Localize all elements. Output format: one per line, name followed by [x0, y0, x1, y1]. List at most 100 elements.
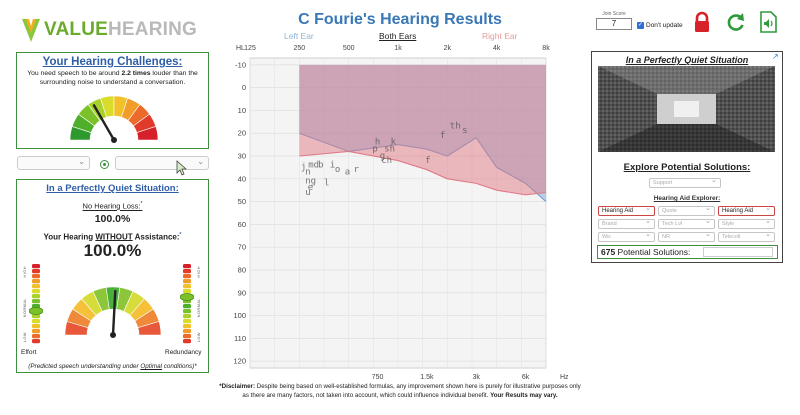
solutions-panel: In a Perfectly Quiet Situation Explore P… [591, 51, 783, 263]
chart-hz-label: Hz [560, 374, 569, 381]
hearing-aid-select-2[interactable]: Hearing Aid [718, 205, 775, 216]
redundancy-scale-segment [183, 284, 191, 289]
chart-y-tick-label: 60 [238, 220, 246, 229]
challenge-gauge [69, 96, 159, 143]
solutions-count-label: Potential Solutions: [615, 247, 691, 257]
tech-level-select[interactable]: Tech Lvl [658, 218, 715, 229]
challenges-title: Your Hearing Challenges: [42, 56, 183, 68]
without-assistance-label: Your Hearing WITHOUT Assistance:* [43, 231, 182, 242]
quiet-title: In a Perfectly Quiet Situation: [46, 183, 179, 194]
chart-speech-sound: k [391, 138, 397, 148]
redundancy-scale-segment [183, 314, 191, 319]
tab-left-ear[interactable]: Left Ear [284, 31, 314, 41]
situation-radio[interactable] [100, 160, 109, 169]
chart-y-tick-label: 10 [238, 106, 246, 115]
chart-hl-label: HL [236, 45, 245, 52]
ear-tabs: Left Ear Both Ears Right Ear [240, 31, 570, 43]
effort-scale-segment [32, 274, 40, 279]
potential-solutions: 675 Potential Solutions: [597, 245, 778, 259]
chart-y-tick-label: 20 [238, 129, 246, 138]
dont-update-checkbox[interactable]: ✓ Don't update [637, 22, 683, 29]
redundancy-scale-segment [183, 329, 191, 334]
redundancy-label: Redundancy [165, 349, 202, 356]
join-score-input[interactable]: 7 [596, 18, 632, 30]
chart-speech-sound: g [380, 151, 385, 161]
chart-speech-sound: ch [381, 156, 392, 166]
effort-scale-high: HIGH [23, 266, 27, 278]
understanding-gauge [64, 286, 162, 338]
effort-scale-normal: NORMAL [23, 298, 27, 318]
chart-speech-sound: m [308, 160, 313, 170]
logo-text-value: VALUE [44, 19, 108, 40]
chart-series-line [299, 150, 547, 196]
chart-speech-sound: a [345, 167, 350, 177]
effort-scale-segment [32, 329, 40, 334]
chart-top-tick-label: 1k [394, 45, 402, 52]
effort-label: Effort [21, 349, 37, 356]
effort-scale-segment [32, 264, 40, 269]
solutions-count: 675 [601, 247, 616, 257]
effort-scale-segment [32, 279, 40, 284]
chart-top-tick-label: 500 [343, 45, 355, 52]
redundancy-scale-segment [183, 304, 191, 309]
chart-speech-sound: s [462, 126, 467, 136]
audio-file-icon[interactable] [758, 11, 778, 33]
chart-speech-sound: r [354, 165, 360, 175]
effort-scale-segment [32, 324, 40, 329]
chart-speech-sound: j [301, 163, 306, 173]
chart-y-tick-label: 30 [238, 152, 246, 161]
redundancy-scale-segment [183, 279, 191, 284]
external-link-icon[interactable]: ↗ [772, 52, 779, 61]
situation-dropdown[interactable] [115, 156, 209, 170]
chart-speech-sound: u [305, 188, 310, 198]
chart-y-tick-label: 110 [234, 334, 246, 343]
style-select[interactable]: Style [718, 218, 775, 229]
wic-select[interactable]: Wic [598, 231, 655, 242]
chart-speech-sound: d [314, 160, 319, 170]
logo-text-hearing: HEARING [107, 19, 197, 40]
solutions-input[interactable] [703, 247, 773, 257]
join-score: Join Score 7 [596, 11, 632, 30]
redundancy-scale-segment [183, 269, 191, 274]
quiet-room-image [598, 66, 775, 152]
hearing-aid-select[interactable]: Hearing Aid [598, 205, 655, 216]
understanding-gauge-segment [137, 321, 162, 336]
brand-select[interactable]: Brand [598, 218, 655, 229]
nr-select[interactable]: NR [658, 231, 715, 242]
lock-icon[interactable] [692, 11, 712, 33]
audiogram-chart: -10 0 10 20 30 40 50 60 70 80 90 100 110 120 HL 125 250 5… [233, 45, 569, 381]
redundancy-scale-normal: NORMAL [197, 298, 201, 318]
explore-solutions-title: Explore Potential Solutions: [623, 162, 751, 173]
chart-top-tick-label: 2k [444, 45, 452, 52]
quote-select[interactable]: Quote [658, 205, 715, 216]
effort-scale-knob [29, 307, 43, 315]
effort-scale-segment [32, 304, 40, 309]
chart-top-tick-label: 4k [493, 45, 501, 52]
chart-speech-sound: h [375, 138, 380, 148]
support-dropdown[interactable]: Support [649, 177, 721, 188]
understanding-gauge-needle [111, 289, 117, 337]
value-hearing-logo: VALUEHEARING [20, 12, 197, 48]
checkbox-checked-icon[interactable]: ✓ [637, 22, 644, 29]
hearing-challenges-panel: Your Hearing Challenges: You need speech… [16, 52, 209, 149]
chart-speech-sound: o [335, 165, 340, 175]
dont-update-label: Don't update [646, 22, 683, 29]
chart-y-tick-label: 40 [238, 174, 246, 183]
tab-right-ear[interactable]: Right Ear [482, 31, 518, 41]
chart-top-tick-label: 8k [542, 45, 550, 52]
page-title: C Fourie's Hearing Results [298, 11, 502, 28]
challenge-gauge-segment [136, 126, 159, 141]
left-dropdown[interactable] [17, 156, 90, 170]
chart-series-area [299, 64, 546, 195]
chart-y-tick-label: 50 [238, 197, 246, 206]
challenges-text: You need speech to be around 2.2 times l… [27, 70, 198, 86]
redundancy-scale-segment [183, 264, 191, 269]
chart-speech-sound: f [425, 156, 430, 166]
mouse-cursor-icon [176, 160, 188, 176]
telecoil-select[interactable]: Telecoil [718, 231, 775, 242]
chart-speech-sound: i [330, 160, 335, 170]
chart-y-tick-label: 90 [238, 288, 246, 297]
refresh-icon[interactable] [726, 11, 746, 33]
quiet-footnote: (Predicted speech understanding under Op… [28, 363, 197, 370]
tab-both-ears[interactable]: Both Ears [379, 31, 417, 41]
